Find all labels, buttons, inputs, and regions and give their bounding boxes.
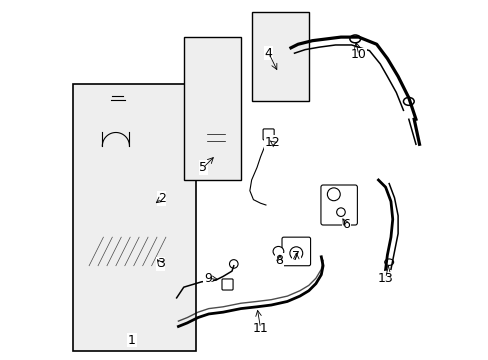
Text: 9: 9 (203, 272, 212, 285)
Bar (183, 37, 241, 180)
Circle shape (93, 217, 110, 235)
Circle shape (289, 247, 302, 260)
Text: 10: 10 (350, 49, 366, 62)
FancyBboxPatch shape (263, 129, 274, 140)
Ellipse shape (271, 84, 285, 90)
FancyBboxPatch shape (320, 185, 357, 225)
FancyBboxPatch shape (266, 46, 288, 71)
Text: 6: 6 (342, 218, 349, 231)
FancyBboxPatch shape (282, 237, 310, 266)
Text: 5: 5 (199, 161, 207, 174)
Circle shape (326, 188, 340, 201)
Ellipse shape (272, 247, 283, 256)
Text: 11: 11 (252, 322, 268, 335)
Ellipse shape (384, 259, 393, 265)
Text: 1: 1 (128, 333, 136, 347)
FancyBboxPatch shape (200, 121, 233, 157)
Circle shape (336, 208, 345, 216)
FancyBboxPatch shape (270, 67, 285, 77)
FancyBboxPatch shape (207, 114, 224, 131)
Bar (73, 84, 196, 351)
FancyBboxPatch shape (79, 170, 163, 283)
Ellipse shape (403, 98, 413, 105)
Text: 7: 7 (292, 250, 300, 263)
Text: 12: 12 (264, 136, 280, 149)
Text: 2: 2 (157, 192, 165, 205)
FancyBboxPatch shape (169, 320, 183, 333)
FancyBboxPatch shape (99, 112, 136, 122)
Text: 3: 3 (156, 257, 164, 270)
FancyBboxPatch shape (222, 279, 233, 290)
FancyBboxPatch shape (148, 188, 165, 208)
Circle shape (229, 260, 238, 268)
Circle shape (171, 293, 182, 303)
FancyBboxPatch shape (145, 250, 165, 267)
Text: 8: 8 (275, 254, 283, 267)
Ellipse shape (106, 127, 129, 133)
Text: 4: 4 (264, 47, 272, 60)
Bar (251, 12, 308, 102)
FancyBboxPatch shape (107, 99, 127, 115)
Ellipse shape (102, 126, 134, 134)
Text: 13: 13 (377, 272, 393, 285)
Ellipse shape (349, 35, 360, 43)
FancyBboxPatch shape (278, 41, 295, 58)
FancyBboxPatch shape (144, 253, 165, 267)
